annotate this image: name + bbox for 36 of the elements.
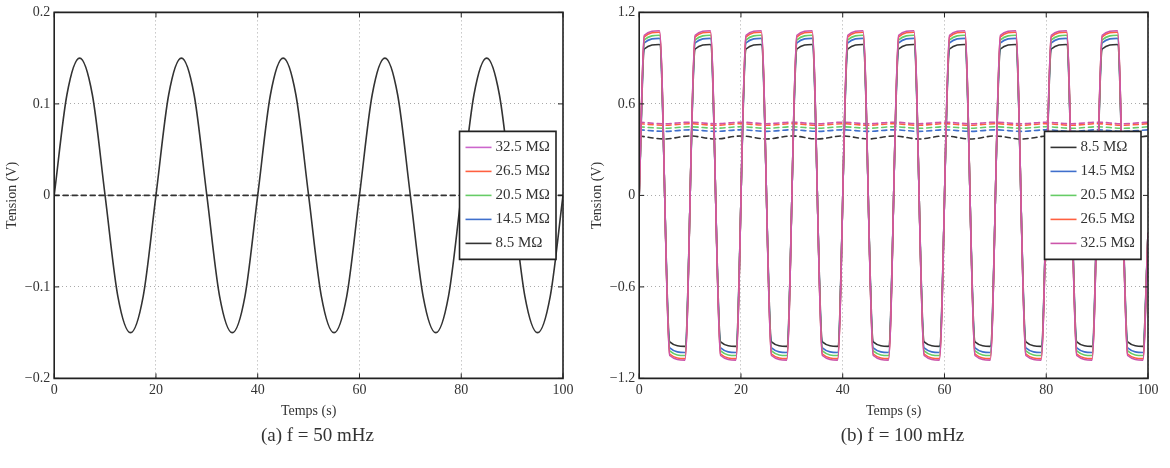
x-tick-label: 80: [1039, 382, 1054, 398]
x-tick-label: 40: [835, 382, 850, 398]
legend-label: 20.5 MΩ: [495, 186, 551, 203]
x-axis-title: Temps (s): [865, 403, 922, 420]
x-tick-label: 80: [454, 382, 469, 398]
x-tick-label: 20: [148, 382, 163, 398]
y-tick-label: −0.6: [609, 278, 636, 294]
x-axis-title: Temps (s): [280, 403, 337, 420]
y-tick-label: 0.2: [32, 4, 51, 20]
legend-label: 26.5 MΩ: [495, 162, 551, 179]
text: (b) f = 100 mHz: [839, 424, 966, 446]
text: (a) f = 50 mHz: [259, 424, 376, 446]
y-tick-label: 1.2: [617, 4, 636, 20]
x-tick-label: 20: [733, 382, 748, 398]
x-tick-label: 100: [552, 382, 574, 398]
y-tick-label: −0.2: [24, 370, 51, 386]
y-tick-label: −1.2: [609, 370, 636, 386]
legend-label: 20.5 MΩ: [1080, 186, 1136, 203]
legend-label: 8.5 MΩ: [495, 234, 543, 251]
y-tick-label: −0.1: [24, 278, 51, 294]
x-tick-label: 60: [937, 382, 952, 398]
y-axis-title: Tension (V): [4, 161, 21, 229]
legend-label: 14.5 MΩ: [495, 210, 551, 227]
legend-label: 8.5 MΩ: [1080, 138, 1128, 155]
y-tick-label: 0: [628, 187, 636, 203]
legend-label: 14.5 MΩ: [1080, 162, 1136, 179]
legend-label: 32.5 MΩ: [1080, 234, 1136, 251]
x-tick-label: 60: [352, 382, 367, 398]
x-tick-label: 100: [1137, 382, 1159, 398]
y-axis-title: Tension (V): [589, 161, 606, 229]
x-tick-label: 40: [250, 382, 265, 398]
y-tick-label: 0: [43, 187, 51, 203]
y-tick-label: 0.6: [617, 95, 636, 111]
y-tick-label: 0.1: [32, 95, 51, 111]
legend-label: 26.5 MΩ: [1080, 210, 1136, 227]
legend-label: 32.5 MΩ: [495, 138, 551, 155]
